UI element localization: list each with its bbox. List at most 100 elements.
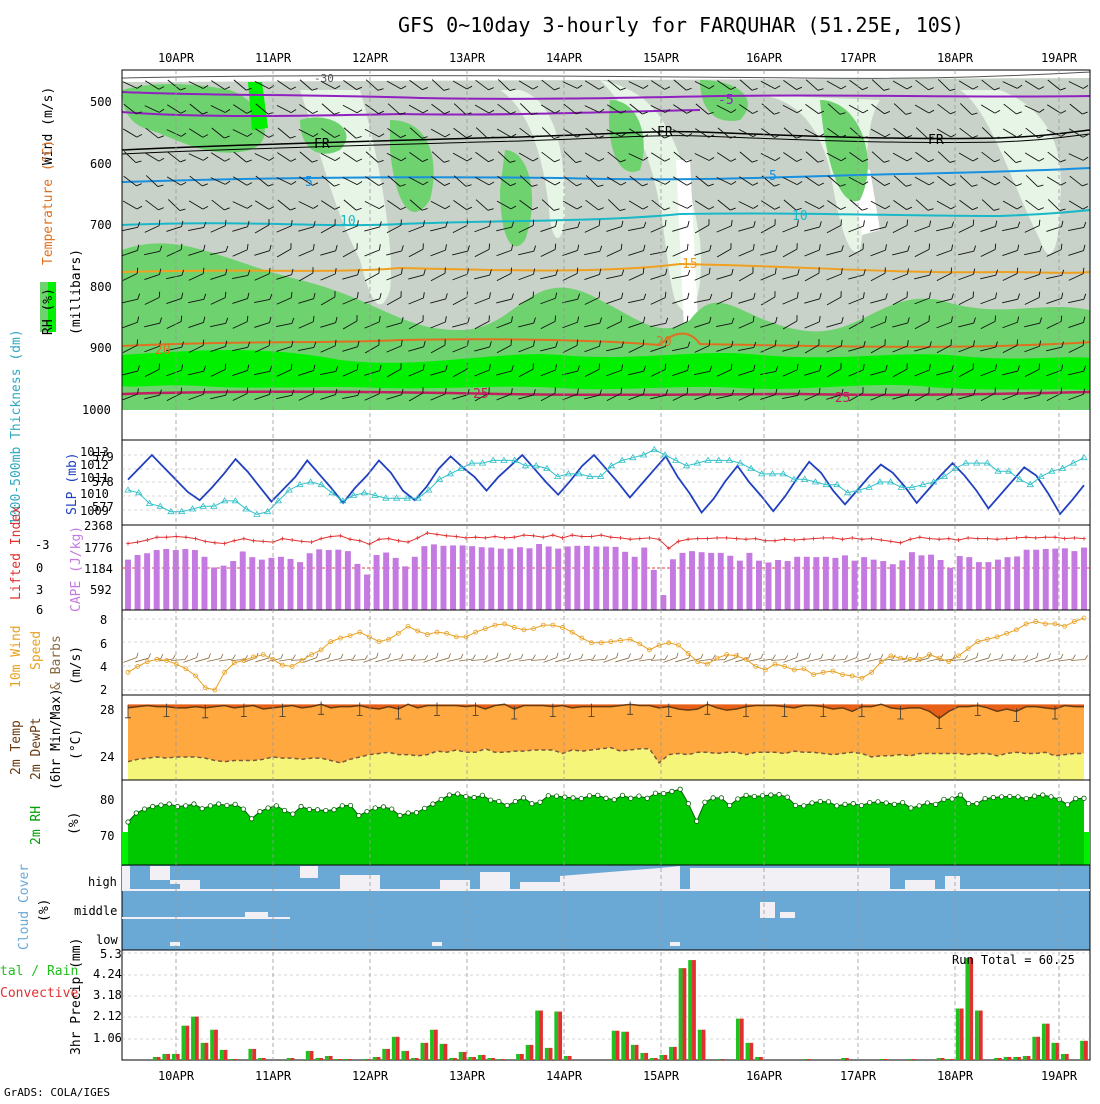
wind-barb: [848, 315, 864, 330]
convective-bar: [692, 960, 696, 1060]
wind-barb: [848, 292, 865, 305]
wind-barb: [254, 365, 273, 376]
surface-barb: [807, 653, 824, 662]
rh-marker: [809, 800, 815, 806]
wind-marker: [647, 647, 652, 653]
wind-barb: [211, 127, 230, 139]
wind-barb: [870, 316, 887, 329]
rain-bar: [688, 960, 693, 1060]
wind-marker: [849, 673, 855, 679]
thickness-marker: [349, 491, 358, 498]
wind-marker: [608, 639, 614, 645]
precip-bars: [152, 958, 1088, 1060]
wind-barb: [541, 151, 560, 163]
wind-barb: [761, 128, 781, 138]
rh-axis-unit: (%): [67, 812, 82, 835]
surface-barb: [459, 654, 476, 662]
surface-barb: [183, 652, 199, 663]
wind-barb: [584, 317, 603, 328]
wind-barb: [475, 79, 494, 91]
cape-bar: [899, 560, 906, 610]
wind-marker: [1004, 630, 1010, 636]
wind-barb: [430, 316, 447, 329]
wind-barb: [914, 292, 931, 305]
surface-barb: [639, 654, 656, 662]
wind-barb: [650, 317, 669, 328]
wind-barb: [650, 291, 667, 305]
wind-barb: [276, 268, 294, 280]
temp-error-bar: [434, 702, 441, 716]
wind-barb: [782, 104, 803, 114]
cape-bar: [268, 557, 275, 610]
wind-barb: [672, 176, 693, 186]
wind-barb: [1024, 105, 1045, 113]
thickness-marker: [510, 456, 519, 463]
wind-barb: [276, 363, 293, 377]
rh-marker: [1081, 795, 1087, 801]
wind-marker: [666, 640, 672, 646]
wind-barb: [276, 104, 297, 114]
wind-barb: [936, 244, 954, 257]
wind-barb: [783, 80, 803, 90]
wind-barb: [540, 364, 557, 377]
cape-tick: 2368: [84, 519, 113, 533]
wind-speed-series: [127, 617, 1085, 691]
wind-barb: [717, 199, 736, 211]
wind-marker: [869, 669, 874, 675]
wind-barb: [1003, 103, 1022, 115]
convective-bar: [1084, 1040, 1088, 1060]
thickness-marker: [897, 483, 906, 490]
convective-bar: [663, 1054, 668, 1060]
wind-barb: [166, 243, 183, 257]
wind-barb: [123, 103, 142, 115]
rh-marker: [792, 802, 799, 809]
rh-marker: [405, 810, 411, 816]
surface-barb: [579, 654, 596, 662]
thickness-marker: [801, 475, 809, 482]
convective-bar: [214, 1029, 218, 1060]
slp-tick: 1013: [80, 445, 109, 459]
wind-barb: [892, 219, 908, 234]
wind-marker: [985, 636, 990, 642]
cape-bar: [746, 552, 753, 610]
date-label: 19APR: [1041, 1069, 1078, 1083]
convective-bar: [338, 1058, 343, 1060]
wind-barb: [848, 341, 866, 352]
rh-marker: [842, 801, 848, 807]
wind-barb: [673, 104, 693, 114]
wind-barb: [738, 201, 759, 209]
wind-marker: [685, 651, 691, 656]
rain-bar: [449, 1057, 454, 1060]
cape-bar: [344, 551, 351, 610]
wind-barb: [496, 267, 512, 282]
wind-marker: [1081, 615, 1087, 621]
wind-barb: [959, 127, 978, 139]
rain-bar: [554, 1011, 559, 1060]
wind-barb: [188, 81, 209, 89]
wind-barb: [826, 291, 842, 306]
wind-barb: [166, 364, 184, 377]
wind-barb: [826, 219, 842, 234]
cape-tick: 1776: [84, 541, 113, 555]
wind-barb: [958, 245, 977, 256]
cape-bar: [516, 547, 523, 610]
wind-barb: [650, 245, 669, 255]
wind-barb: [144, 245, 163, 256]
wind-barb: [166, 387, 182, 402]
thickness-marker: [1015, 475, 1024, 482]
wind-barb: [431, 176, 451, 186]
wind-barb: [321, 103, 340, 115]
rain-bar: [678, 968, 683, 1060]
cape-bar: [593, 546, 600, 610]
wind-barb: [232, 387, 249, 401]
wind-barb: [1068, 316, 1086, 329]
rain-bar: [908, 1058, 912, 1060]
rain-bar: [1051, 1042, 1056, 1060]
thickness-marker: [414, 494, 422, 501]
wind-barb: [497, 79, 516, 91]
wind-barb: [849, 152, 869, 162]
wind-barb: [981, 127, 1000, 139]
wind-marker: [444, 630, 450, 636]
wind-barb: [695, 175, 714, 187]
temp-axis-label-a: 2m Temp: [9, 720, 24, 775]
